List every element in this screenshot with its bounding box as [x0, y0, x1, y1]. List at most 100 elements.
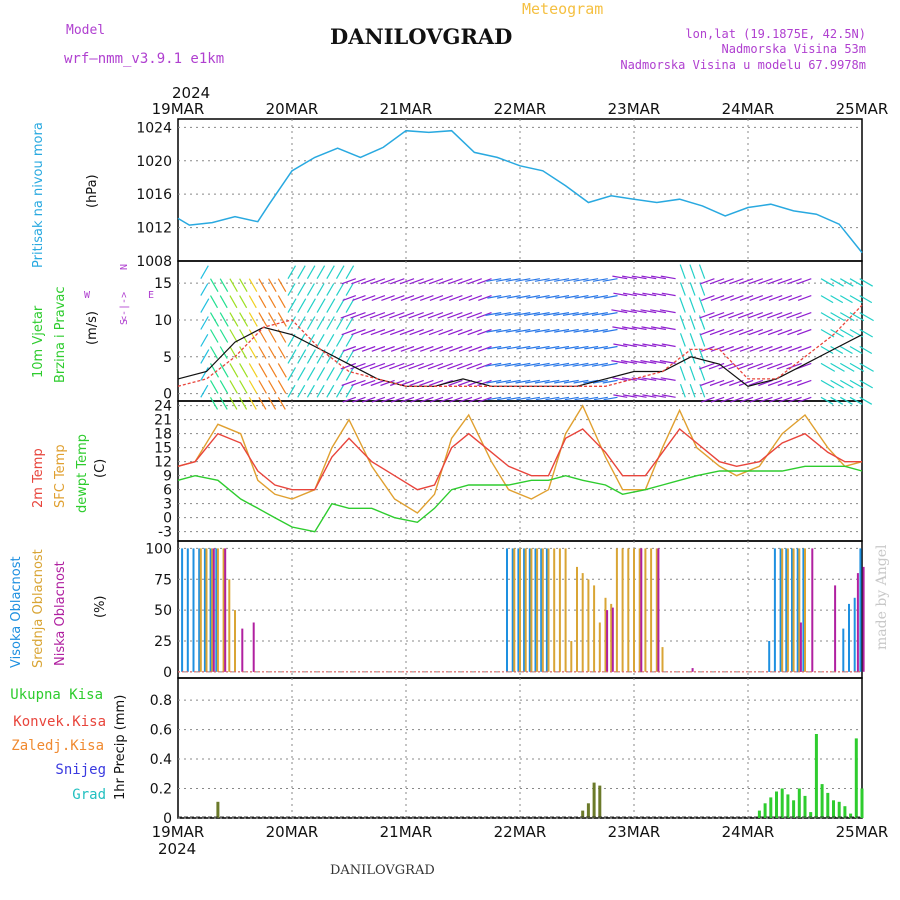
wind-barb [487, 396, 502, 401]
wind-barb [630, 360, 647, 364]
wind-barb [534, 328, 550, 333]
wind-barb [631, 275, 647, 280]
cloud-bar [661, 647, 664, 672]
cloud-bar [181, 548, 184, 672]
pressure-label: Pritisak na nivou mora [31, 122, 46, 268]
wind-barb [429, 345, 444, 352]
wind-barb [448, 278, 463, 285]
wind-barb [700, 278, 715, 285]
wind-barb [612, 326, 628, 331]
wind-barb [650, 377, 667, 381]
wind-barb [820, 362, 836, 372]
wind-barb [360, 278, 376, 285]
wind-barb [613, 343, 628, 348]
wind-barb [335, 384, 345, 398]
wind-barb [621, 326, 637, 331]
wind-barb [428, 278, 444, 285]
wind-barb [380, 379, 395, 387]
wind-barb [859, 345, 873, 355]
wind-barb [554, 278, 570, 282]
wind-barb [419, 379, 434, 387]
wind-barb [544, 278, 560, 282]
wind-barb [738, 379, 754, 387]
model-elevation: Nadmorska Visina u modelu 67.9978m [620, 58, 866, 72]
wind-barb [398, 312, 415, 319]
wind-barb [737, 312, 754, 319]
temp-label-1: 2m Temp [31, 448, 46, 508]
wind-barb [342, 396, 357, 403]
wind-barb [526, 345, 541, 350]
compass-w: W [84, 290, 91, 301]
wind-barb [720, 396, 734, 403]
wind-barb [239, 380, 248, 394]
wind-barb [239, 295, 248, 309]
cloud-bar [506, 548, 508, 672]
wind-barb [399, 379, 415, 387]
wind-barb [496, 396, 512, 401]
wind-barb [494, 362, 512, 367]
wind-barb [335, 283, 345, 296]
wind-barb [583, 328, 599, 333]
wind-barb [840, 362, 855, 372]
model-label: Model [66, 23, 105, 38]
wind-barb [297, 367, 306, 381]
date-label-bottom: 23MAR [608, 823, 661, 841]
wind-barb [370, 379, 386, 387]
cloud-bar [517, 548, 520, 672]
wind-barb [239, 346, 248, 359]
wind-barb [326, 298, 336, 313]
wind-barb [737, 362, 754, 370]
wind-barb [287, 349, 297, 364]
wind-barb [200, 334, 209, 347]
wind-barb [776, 362, 793, 370]
wind-barb [820, 278, 835, 287]
elevation: Nadmorska Visina 53m [722, 42, 867, 56]
wind-barb [229, 278, 238, 292]
temp-tick-label: 0 [163, 511, 172, 527]
wind-barb [650, 275, 667, 280]
wind-barb [429, 295, 444, 301]
wind-barb [820, 312, 836, 322]
precip-bar [763, 803, 767, 818]
cloud-bar [859, 548, 862, 672]
wind-barb [457, 278, 473, 285]
wind-barb [268, 380, 277, 394]
precip-bar [860, 788, 864, 818]
wind-barb [410, 396, 424, 403]
wind-barb [679, 297, 686, 313]
wind-barb [340, 362, 357, 370]
wind-barb [739, 396, 754, 403]
cloud-bar [541, 548, 544, 672]
wind-barb [438, 328, 453, 336]
wind-barb [219, 312, 229, 327]
wind-barb [477, 379, 492, 387]
wind-barb [747, 362, 764, 370]
wind-barb [797, 396, 812, 403]
date-label-top: 22MAR [494, 100, 547, 118]
wind-barb [787, 278, 802, 285]
precip-bar [820, 784, 824, 818]
wind-barb [767, 328, 783, 336]
wind-barb [603, 396, 618, 401]
wind-barb [335, 316, 345, 330]
wind-barb [699, 362, 715, 370]
wind-barb [640, 309, 657, 314]
wind-barb [229, 329, 238, 343]
wind-barb [738, 328, 754, 336]
wind-barb [830, 362, 845, 372]
temp-tick-label: 21 [154, 413, 172, 429]
wind-barb [708, 312, 725, 319]
wind-barb [505, 379, 521, 384]
wind-barb [632, 343, 647, 348]
wind-barb [709, 328, 725, 336]
cloud-bar [856, 573, 859, 672]
wind-barb [830, 312, 845, 322]
wind-barb [400, 345, 415, 352]
wind-barb [352, 295, 366, 301]
wind-tick-label: 10 [154, 313, 172, 329]
station-title: DANILOVGRAD [330, 24, 512, 49]
date-label-bottom: 20MAR [266, 823, 319, 841]
wind-barb [849, 379, 864, 389]
wind-barb [777, 328, 793, 336]
